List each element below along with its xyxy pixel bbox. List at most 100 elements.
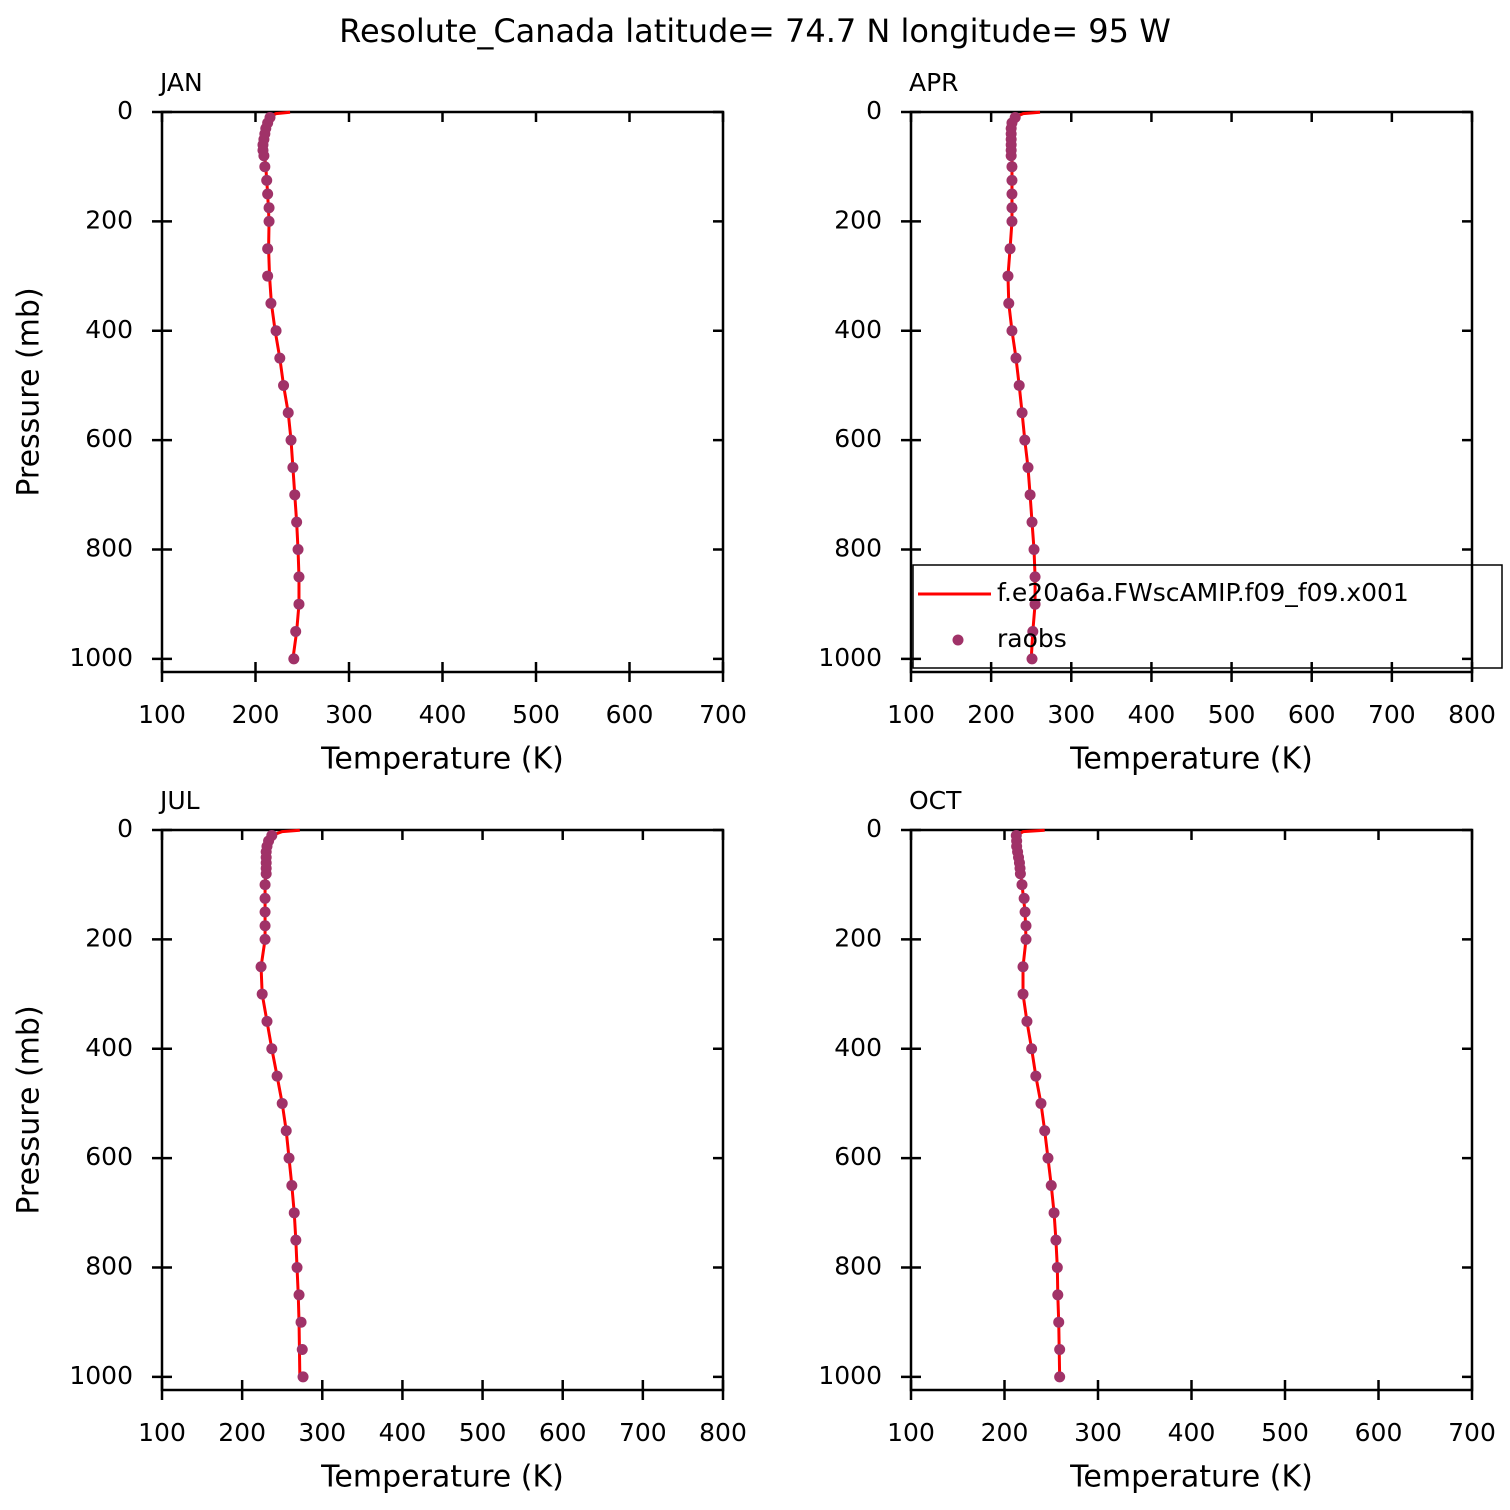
obs-point: [262, 188, 274, 200]
obs-point: [1020, 920, 1032, 932]
obs-point: [1006, 161, 1018, 173]
obs-point: [287, 461, 299, 473]
obs-point: [1027, 626, 1039, 638]
obs-point: [1018, 892, 1030, 904]
x-tick-label: 300: [298, 1418, 346, 1447]
obs-point: [1016, 879, 1028, 891]
y-tick-label: 600: [834, 1142, 882, 1171]
panel-title: JAN: [158, 68, 203, 97]
y-tick-label: 0: [866, 96, 882, 125]
plot-frame: [909, 110, 1474, 674]
y-tick-label: 1000: [69, 643, 133, 672]
y-tick-label: 600: [85, 1142, 133, 1171]
x-axis-label: Temperature (K): [1069, 742, 1313, 777]
obs-point: [259, 920, 271, 932]
y-tick-label: 800: [85, 1252, 133, 1281]
obs-point: [291, 516, 303, 528]
obs-point: [297, 1371, 309, 1383]
obs-point: [1019, 434, 1031, 446]
y-tick-label: 0: [117, 96, 133, 125]
obs-point: [1006, 325, 1018, 337]
y-tick-label: 200: [85, 205, 133, 234]
obs-point: [293, 598, 305, 610]
obs-point: [288, 653, 300, 665]
obs-point: [262, 270, 274, 282]
obs-point: [261, 1015, 273, 1027]
x-axis-label: Temperature (K): [1069, 1460, 1313, 1495]
x-tick-label: 400: [419, 700, 467, 729]
x-tick-label: 200: [232, 700, 280, 729]
x-tick-label: 400: [379, 1418, 427, 1447]
obs-point: [1006, 215, 1018, 227]
figure-title: Resolute_Canada latitude= 74.7 N longitu…: [339, 12, 1171, 50]
y-tick-label: 400: [834, 1033, 882, 1062]
obs-point: [1004, 243, 1016, 255]
obs-point: [293, 571, 305, 583]
x-tick-label: 600: [1288, 700, 1336, 729]
obs-point: [1020, 933, 1032, 945]
obs-point: [1006, 174, 1018, 186]
obs-point: [1052, 1289, 1064, 1301]
obs-point: [1002, 270, 1014, 282]
x-tick-label: 300: [325, 700, 373, 729]
legend-label: raobs: [997, 624, 1067, 653]
x-tick-label: 600: [606, 700, 654, 729]
obs-point: [1026, 516, 1038, 528]
obs-point: [1051, 1262, 1063, 1273]
y-axis-label: Pressure (mb): [12, 287, 47, 496]
y-tick-label: 400: [85, 315, 133, 344]
obs-point: [1006, 188, 1018, 200]
obs-point: [1022, 461, 1034, 473]
obs-point: [1042, 1152, 1054, 1164]
obs-point: [1019, 906, 1031, 918]
obs-point: [292, 544, 304, 555]
obs-point: [1010, 352, 1022, 364]
obs-point: [1029, 571, 1041, 583]
obs-point: [1005, 150, 1017, 162]
y-tick-label: 1000: [818, 643, 882, 672]
obs-point: [260, 868, 272, 880]
obs-point: [276, 1097, 288, 1109]
obs-point: [289, 489, 301, 501]
x-tick-label: 700: [1368, 700, 1416, 729]
legend-label: f.e20a6a.FWscAMIP.f09_f09.x001: [997, 578, 1409, 607]
obs-point: [265, 297, 277, 309]
obs-point: [1021, 1015, 1033, 1027]
obs-point: [258, 150, 270, 162]
obs-point: [259, 892, 271, 904]
obs-point: [259, 933, 271, 945]
x-tick-label: 700: [699, 700, 747, 729]
obs-point: [263, 202, 275, 214]
obs-point: [1035, 1097, 1047, 1109]
x-tick-label: 700: [1448, 1418, 1496, 1447]
y-tick-label: 0: [866, 814, 882, 843]
obs-point: [259, 906, 271, 918]
y-tick-label: 200: [834, 205, 882, 234]
obs-point: [1045, 1179, 1057, 1191]
y-tick-label: 200: [85, 923, 133, 952]
obs-point: [288, 1207, 300, 1219]
obs-point: [290, 1234, 302, 1246]
obs-point: [290, 626, 302, 638]
x-tick-label: 200: [967, 700, 1015, 729]
obs-point: [1014, 868, 1026, 880]
obs-point: [282, 407, 294, 419]
x-tick-label: 600: [539, 1418, 587, 1447]
plot-frame: [160, 110, 725, 674]
obs-point: [1013, 379, 1025, 391]
y-tick-label: 600: [85, 424, 133, 453]
obs-point: [1028, 544, 1040, 555]
obs-point: [1053, 1316, 1065, 1328]
obs-point: [1003, 297, 1015, 309]
obs-point: [262, 243, 274, 255]
obs-point: [261, 174, 273, 186]
y-axis-label: Pressure (mb): [12, 1005, 47, 1214]
obs-point: [296, 1344, 308, 1356]
y-tick-label: 1000: [69, 1361, 133, 1390]
x-tick-label: 200: [981, 1418, 1029, 1447]
obs-point: [1029, 598, 1041, 610]
obs-point: [291, 1262, 303, 1273]
x-tick-label: 500: [459, 1418, 507, 1447]
obs-point: [1054, 1371, 1066, 1383]
